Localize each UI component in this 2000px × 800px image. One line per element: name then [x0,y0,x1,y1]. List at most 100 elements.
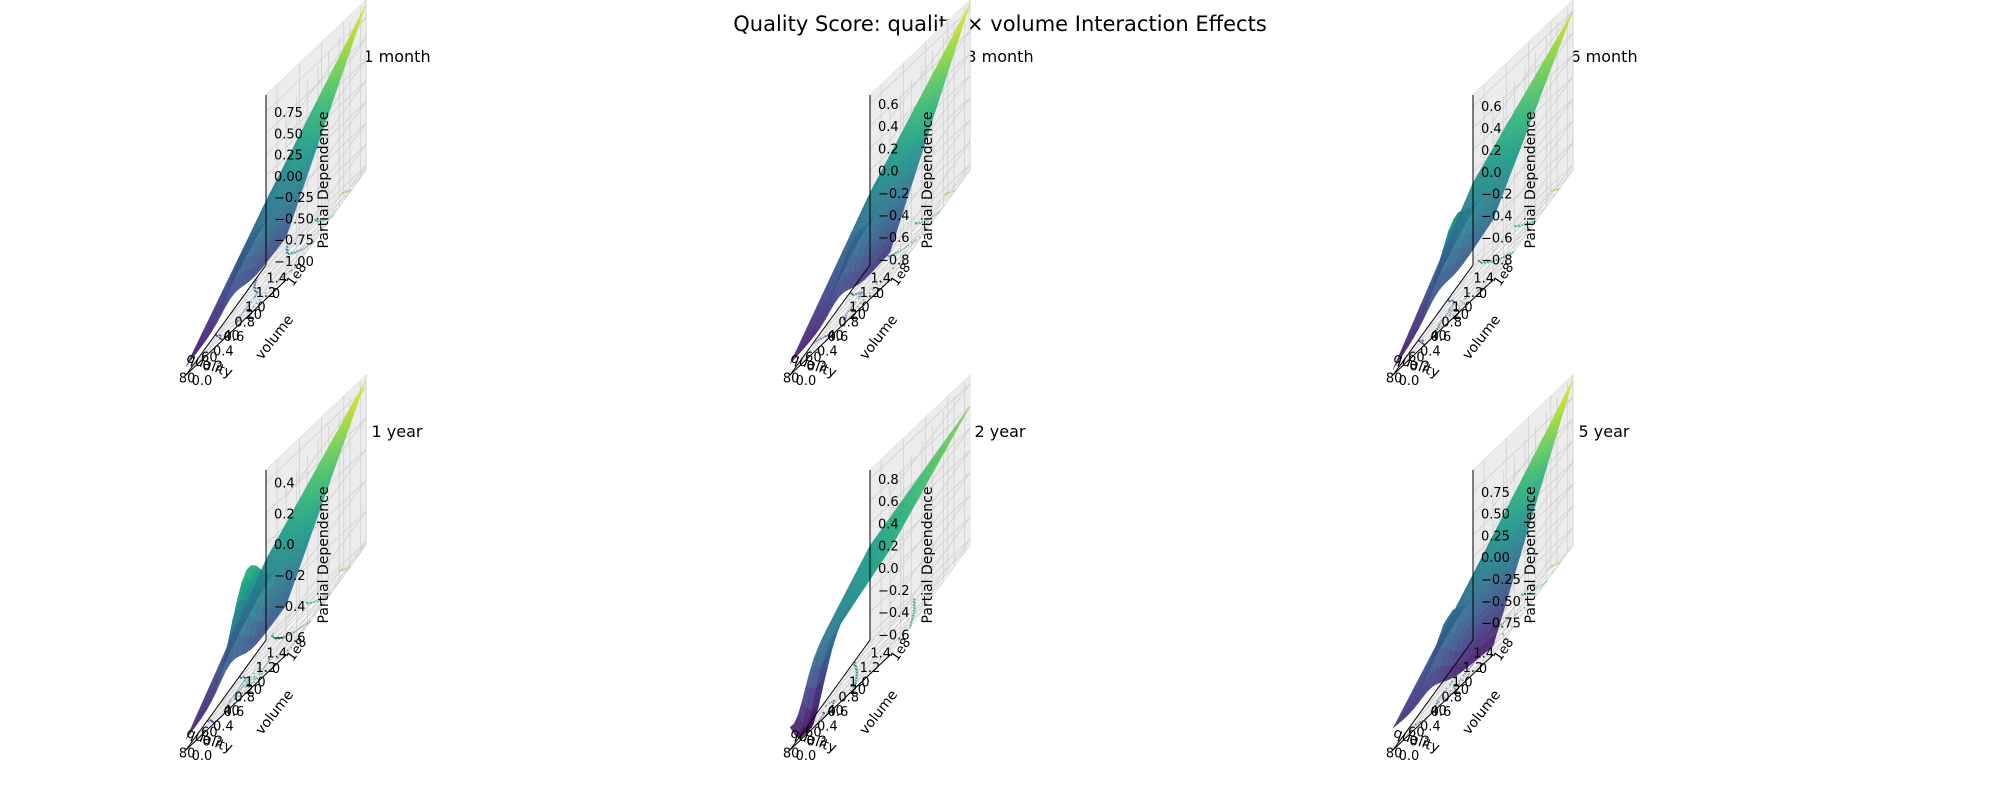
x-tick-label: 0 [1479,287,1487,302]
y-tick-label: 0.4 [817,720,838,735]
contour-point [1502,633,1504,636]
contour-point [218,334,221,336]
grid-line [265,417,367,514]
contour-point [842,318,845,320]
contour-point [901,248,904,251]
y-tick-label: 0.8 [234,315,255,330]
contour-point [911,241,913,244]
contour-point [242,681,245,684]
contour-point [822,714,824,717]
contour-point [252,286,255,288]
y-axis-line [789,264,871,376]
contour-point [954,189,956,191]
contour-point [1535,587,1538,590]
contour-point [850,306,853,309]
contour-point [903,258,905,261]
y-tick-label: 0.6 [828,705,849,720]
surface-facet [960,405,971,421]
contour-point [1452,314,1455,317]
contour-point [852,310,854,313]
contour-point [830,706,832,708]
y-tick-label: 0.4 [1420,720,1441,735]
grid-line [285,144,367,255]
contour-point [277,279,280,282]
contour-point [879,280,881,282]
x-tick-label: 0 [272,662,280,677]
contour-point [1545,580,1548,583]
contour-point [921,220,923,223]
contour-point [1468,667,1471,670]
x-axis-line [185,654,287,751]
panel-title: 2 year [975,422,1026,441]
contour-point [342,191,344,194]
grid-line [196,640,297,736]
contour-point [1510,616,1513,619]
grid-line [196,265,297,361]
contour-point [230,698,233,700]
grid-line [1492,527,1574,638]
contour-point [252,305,255,308]
contour-point [854,301,857,304]
grid-line [845,586,926,698]
contour-point [1461,301,1464,304]
y-tick-label: 1.2 [256,286,277,301]
contour-point [923,219,926,222]
contour-point [1516,612,1518,615]
contour-point [238,317,240,320]
contour-point [1480,287,1483,290]
z-tick-label: 0.25 [274,149,303,164]
contour-point [253,678,256,681]
x-tick-label: 40 [223,329,240,344]
grid-line [889,494,971,606]
contour-point [845,314,847,316]
grid-line [265,165,367,262]
contour-point [853,686,855,689]
contour-point [1550,189,1553,192]
grid-line [217,235,319,332]
contour-point [1442,318,1444,320]
contour-point [348,565,351,568]
contour-point [1504,620,1507,623]
grid-line [889,169,971,281]
contour-point [253,681,256,684]
grid-line [869,539,971,635]
panel-title: 3 month [966,47,1033,66]
contour-point [1498,258,1500,260]
contour-point [1508,618,1511,620]
contour-point [1417,722,1419,725]
contour-point [1469,665,1472,668]
contour-point [859,293,862,296]
contour-point [913,240,915,243]
contour-point [1444,689,1447,691]
contour-point [1452,308,1454,311]
contour-point [912,603,915,606]
grid-line [196,254,278,365]
contour-point [258,673,260,676]
contour-point [1464,298,1467,300]
contour-point [1495,258,1498,261]
contour-point [1502,622,1505,624]
z-tick-label: −0.75 [1481,617,1521,632]
contour-point [285,248,288,250]
contour-point [892,267,895,270]
y-tick-label: 0.2 [1409,734,1430,749]
contour-point [254,295,256,298]
contour-point [1489,260,1492,263]
grid-line [1492,120,1574,231]
grid-line [207,625,308,721]
panel-1: 1 month020406080quality0.00.20.40.60.81.… [179,0,431,389]
contour-point [287,243,289,246]
surface [185,4,367,367]
grid-line [1470,190,1552,302]
contour-point [1450,310,1453,313]
contour-point [239,315,242,318]
contour-point [851,304,854,307]
contour-point [236,693,238,696]
y-tick-label: 0.8 [234,690,255,705]
grid-line [800,640,901,736]
contour-point [822,336,824,339]
contour-point [832,702,834,704]
contour-point [1454,687,1456,690]
x-tick-label: 80 [1386,371,1403,386]
contour-point [1440,319,1443,322]
